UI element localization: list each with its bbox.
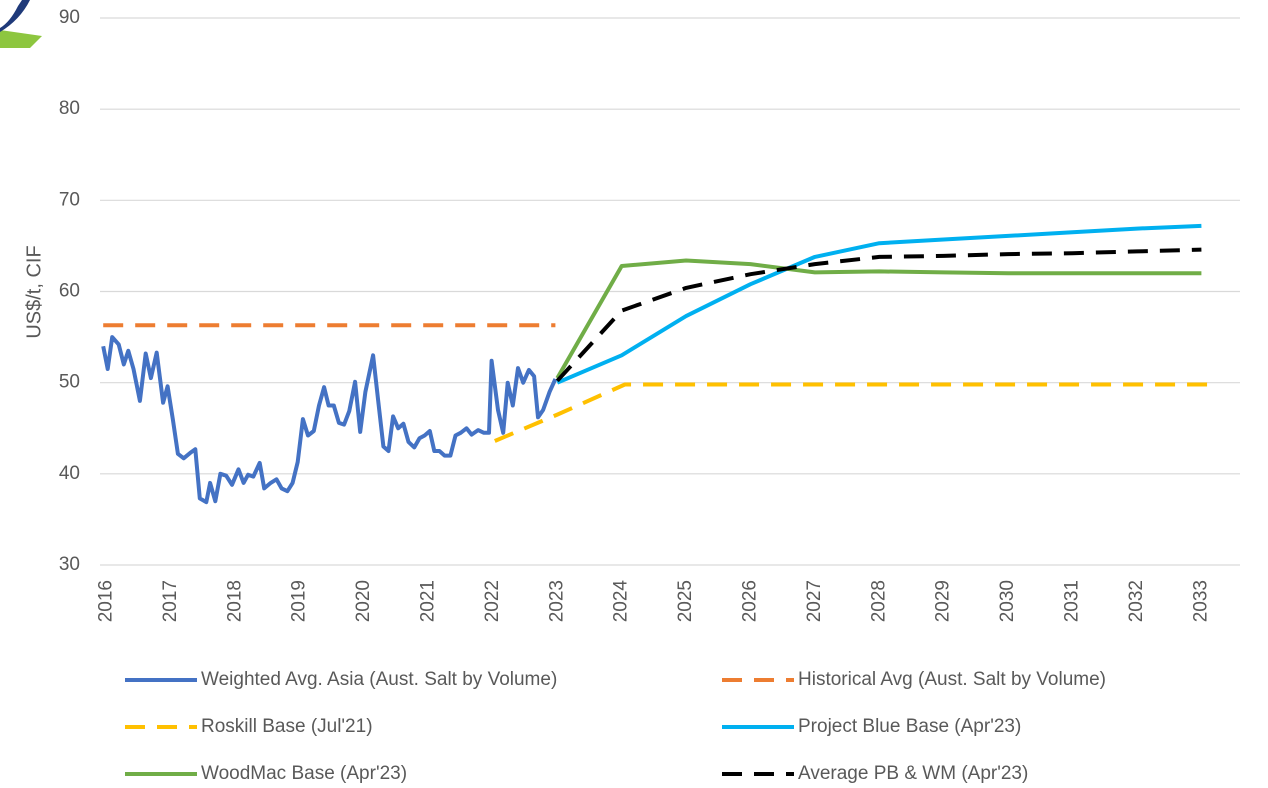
x-tick-label: 2033 [1190, 580, 1211, 622]
x-tick-label: 2026 [740, 580, 761, 622]
x-tick-label: 2020 [353, 580, 374, 622]
x-tick-label: 2017 [160, 580, 181, 622]
series-line [555, 258, 1202, 380]
series-line [494, 382, 1215, 443]
y-tick-label: 60 [59, 281, 80, 302]
x-tick-label: 2016 [95, 580, 116, 622]
legend-label: Roskill Base (Jul'21) [201, 716, 373, 737]
x-tick-label: 2030 [997, 580, 1018, 622]
series-line [555, 247, 1202, 383]
x-tick-label: 2024 [611, 580, 632, 623]
logo-green [0, 30, 42, 48]
legend-label: Historical Avg (Aust. Salt by Volume) [798, 669, 1106, 690]
y-tick-label: 90 [59, 7, 80, 28]
y-tick-label: 70 [59, 189, 80, 210]
legend-label: Average PB & WM (Apr'23) [798, 763, 1028, 784]
series-line [101, 335, 558, 505]
legend-label: Weighted Avg. Asia (Aust. Salt by Volume… [201, 669, 557, 690]
x-tick-label: 2018 [224, 580, 245, 622]
x-tick-label: 2027 [804, 580, 825, 622]
x-tick-label: 2023 [546, 580, 567, 622]
x-tick-label: 2022 [482, 580, 503, 622]
series-line [556, 223, 1202, 385]
x-tick-label: 2025 [675, 580, 696, 622]
legend-label: Project Blue Base (Apr'23) [798, 716, 1021, 737]
x-tick-label: 2032 [1126, 580, 1147, 622]
y-axis-label: US$/t, CIF [23, 245, 45, 338]
x-tick-label: 2031 [1062, 580, 1083, 622]
legend-label: WoodMac Base (Apr'23) [201, 763, 407, 784]
x-tick-label: 2029 [933, 580, 954, 622]
y-tick-label: 80 [59, 98, 80, 119]
x-tick-label: 2021 [417, 580, 438, 622]
logo-blue [0, 0, 30, 32]
y-tick-label: 40 [59, 463, 80, 484]
y-tick-label: 50 [59, 372, 80, 393]
x-tick-label: 2028 [868, 580, 889, 622]
x-tick-label: 2019 [289, 580, 310, 622]
y-tick-label: 30 [59, 554, 80, 575]
